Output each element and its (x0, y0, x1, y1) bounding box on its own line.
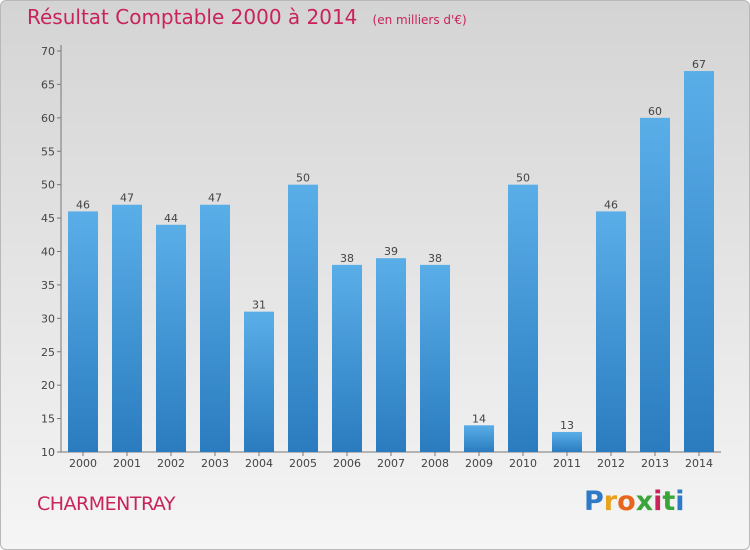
y-tick-label: 70 (41, 45, 55, 58)
data-label-2009: 14 (472, 412, 486, 425)
data-label-2006: 38 (340, 252, 354, 265)
title-row: Résultat Comptable 2000 à 2014 (en milli… (27, 5, 467, 29)
logo-letter: x (635, 486, 654, 517)
x-tick-label: 2002 (157, 457, 185, 470)
bar-2005 (288, 184, 318, 452)
y-tick-label: 35 (41, 279, 55, 292)
bar-2010 (508, 184, 538, 452)
bars-group (68, 71, 714, 453)
chart-subtitle: (en milliers d'€) (372, 13, 467, 27)
data-label-2014: 67 (692, 58, 706, 71)
x-tick-label: 2007 (377, 457, 405, 470)
logo-letter: o (617, 486, 636, 517)
commune-name: CHARMENTRAY (37, 493, 176, 515)
logo-letter: i (653, 486, 663, 517)
y-tick-label: 55 (41, 145, 55, 158)
bar-2002 (156, 224, 186, 452)
x-tick-label: 2008 (421, 457, 449, 470)
data-label-2010: 50 (516, 172, 530, 185)
data-label-2002: 44 (164, 212, 178, 225)
bar-2013 (640, 117, 670, 452)
x-tick-label: 2004 (245, 457, 273, 470)
bar-2014 (684, 71, 714, 453)
data-label-2003: 47 (208, 192, 222, 205)
chart-title: Résultat Comptable 2000 à 2014 (27, 5, 358, 29)
y-tick-label: 10 (41, 446, 55, 459)
x-tick-label: 2012 (597, 457, 625, 470)
bar-2006 (332, 264, 362, 452)
data-label-2007: 39 (384, 245, 398, 258)
bar-2000 (68, 211, 98, 452)
y-tick-label: 65 (41, 78, 55, 91)
x-tick-label: 2001 (113, 457, 141, 470)
data-label-2004: 31 (252, 299, 266, 312)
x-tick-label: 2011 (553, 457, 581, 470)
bar-2004 (244, 311, 274, 452)
data-label-2011: 13 (560, 419, 574, 432)
data-label-2000: 46 (76, 198, 90, 211)
data-label-2001: 47 (120, 192, 134, 205)
axes: 10 15 20 25 30 35 40 45 50 55 60 65 70 2000 2001 2002 20… (41, 45, 721, 470)
bar-2009 (464, 425, 494, 452)
x-tick-label: 2006 (333, 457, 361, 470)
data-label-2008: 38 (428, 252, 442, 265)
proxiti-logo: Proxiti (584, 486, 685, 517)
x-tick-label: 2014 (685, 457, 713, 470)
x-tick-label: 2000 (69, 457, 97, 470)
bar-2007 (376, 258, 406, 452)
logo-letter: i (675, 486, 685, 517)
logo-letter: t (662, 486, 676, 517)
logo-letter: r (603, 486, 618, 517)
x-tick-label: 2005 (289, 457, 317, 470)
x-tick-label: 2010 (509, 457, 537, 470)
y-tick-label: 25 (41, 346, 55, 359)
bar-2011 (552, 431, 582, 452)
data-label-2013: 60 (648, 105, 662, 118)
data-label-2012: 46 (604, 198, 618, 211)
y-tick-label: 40 (41, 246, 55, 259)
bar-2001 (112, 204, 142, 452)
y-tick-label: 20 (41, 379, 55, 392)
x-tick-label: 2013 (641, 457, 669, 470)
x-tick-label: 2003 (201, 457, 229, 470)
y-tick-label: 30 (41, 312, 55, 325)
bar-2012 (596, 211, 626, 452)
y-tick-label: 50 (41, 179, 55, 192)
bar-2008 (420, 264, 450, 452)
value-labels-group: 46 47 44 47 31 50 38 39 38 14 50 13 46 60 67 (76, 58, 706, 432)
logo-letter: P (584, 486, 604, 517)
bar-2003 (200, 204, 230, 452)
y-tick-label: 60 (41, 112, 55, 125)
data-label-2005: 50 (296, 172, 310, 185)
y-tick-label: 45 (41, 212, 55, 225)
x-tick-label: 2009 (465, 457, 493, 470)
y-tick-label: 15 (41, 413, 55, 426)
